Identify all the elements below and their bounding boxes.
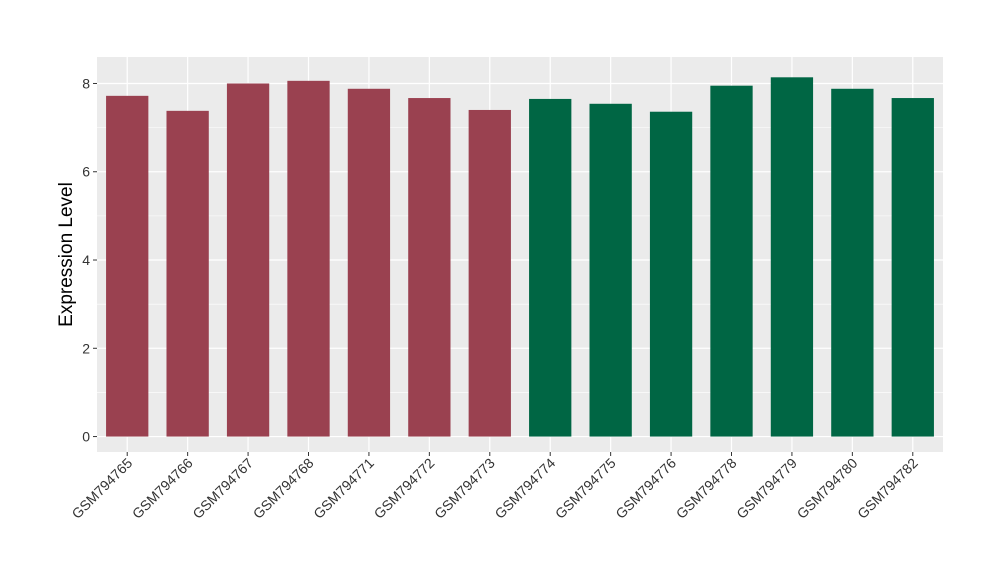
bar-GSM794766 (166, 110, 209, 437)
x-tick-label: GSM794765 (68, 455, 135, 522)
x-tick-label: GSM794778 (673, 455, 740, 522)
x-axis: GSM794765GSM794766GSM794767GSM794768GSM7… (68, 452, 921, 522)
y-tick-label: 6 (82, 164, 90, 180)
bar-GSM794771 (347, 88, 391, 437)
bar-GSM794775 (589, 103, 632, 437)
x-tick-label: GSM794772 (371, 455, 438, 522)
x-tick-label: GSM794771 (310, 455, 377, 522)
bar-GSM794776 (649, 111, 693, 437)
y-tick-label: 8 (82, 75, 90, 91)
bar-GSM794780 (831, 88, 874, 437)
x-tick-label: GSM794776 (612, 455, 679, 522)
bar-GSM794768 (287, 80, 330, 437)
bar-GSM794782 (891, 98, 934, 437)
bars (106, 77, 934, 437)
bar-GSM794778 (710, 85, 753, 437)
x-tick-label: GSM794774 (491, 455, 558, 522)
bar-GSM794773 (468, 109, 511, 437)
plot-panel (97, 57, 943, 452)
x-tick-label: GSM794775 (552, 455, 619, 522)
y-axis: 0 2 4 6 8 (82, 75, 97, 445)
bar-GSM794765 (106, 95, 149, 437)
bar-GSM794767 (226, 83, 270, 437)
y-axis-title: Expression Level (56, 182, 77, 327)
bar-GSM794772 (408, 98, 451, 437)
x-tick-label: GSM794767 (189, 455, 256, 522)
y-tick-label: 2 (82, 340, 90, 356)
y-tick-label: 4 (82, 252, 90, 268)
y-tick-label: 0 (82, 429, 90, 445)
bar-GSM794779 (770, 77, 814, 437)
x-tick-label: GSM794782 (854, 455, 921, 522)
x-tick-label: GSM794773 (431, 455, 498, 522)
x-tick-label: GSM794766 (129, 455, 196, 522)
x-tick-label: GSM794779 (733, 455, 800, 522)
bar-GSM794774 (529, 98, 572, 437)
x-tick-label: GSM794780 (794, 455, 861, 522)
x-tick-label: GSM794768 (250, 455, 317, 522)
